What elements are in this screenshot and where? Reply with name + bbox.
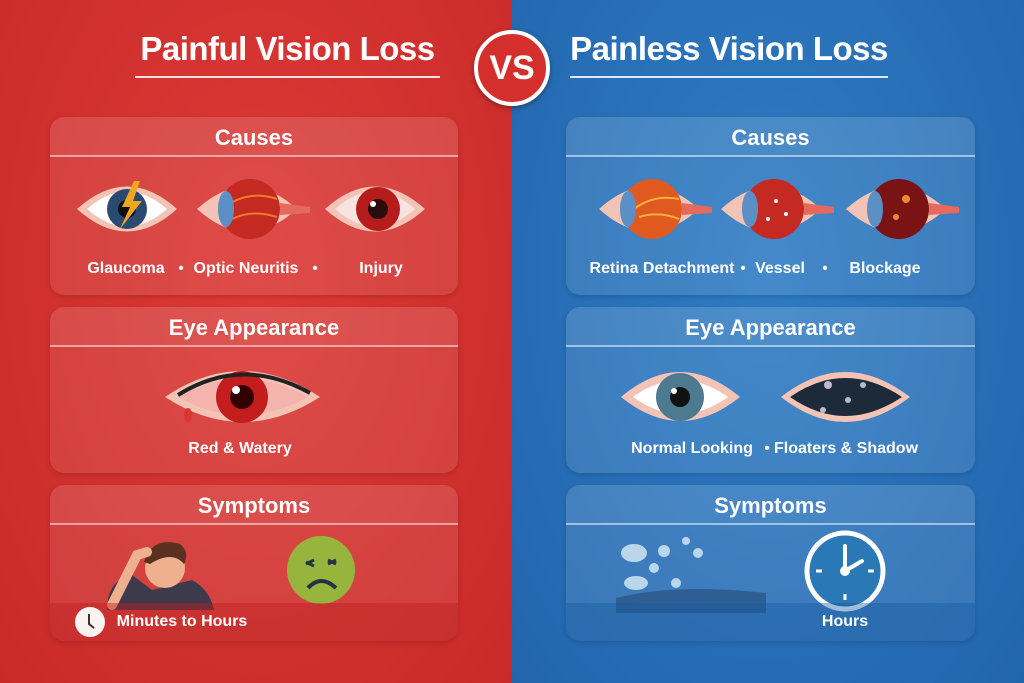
floaters-icon	[616, 537, 766, 613]
onset-bar: Hours	[566, 603, 975, 641]
appearance-label-red-watery: Red & Watery	[188, 440, 292, 457]
panel-heading: Eye Appearance	[566, 307, 975, 347]
onset-label: Hours	[821, 613, 869, 630]
separator: •	[764, 440, 770, 457]
cause-label-glaucoma: Glaucoma	[87, 260, 165, 277]
retina-detachment-eye-icon	[599, 179, 712, 239]
injury-eye-icon	[325, 186, 425, 232]
separator: •	[822, 260, 828, 277]
panel-heading: Symptoms	[566, 485, 975, 525]
onset-label: Minutes to Hours	[116, 613, 248, 630]
separator: •	[178, 260, 184, 277]
separator: •	[312, 260, 318, 277]
painful-symptoms-panel: Symptoms Minutes to Hours	[50, 485, 458, 641]
headache-person-icon	[107, 542, 214, 610]
painless-title: Painless Vision Loss	[570, 30, 888, 78]
clock-icon	[75, 607, 105, 637]
panel-heading: Symptoms	[50, 485, 458, 525]
cause-label-retina-detachment: Retina Detachment	[589, 260, 735, 277]
nauseated-face-icon	[287, 536, 355, 604]
cause-label-vessel: Vessel	[755, 260, 805, 277]
cause-label-injury: Injury	[359, 260, 403, 277]
glaucoma-eye-icon	[77, 181, 177, 232]
painless-appearance-panel: Eye Appearance Normal Looking • Floaters…	[566, 307, 975, 473]
appearance-label-floaters: Floaters & Shadow	[773, 440, 919, 457]
panel-heading: Eye Appearance	[50, 307, 458, 347]
cause-label-optic-neuritis: Optic Neuritis	[193, 260, 299, 277]
painless-causes-panel: Causes Retina Detachment • Vessel • Bloc…	[566, 117, 975, 295]
painful-title: Painful Vision Loss	[135, 30, 440, 78]
blockage-eye-icon	[846, 179, 959, 239]
painless-symptoms-panel: Symptoms Hours	[566, 485, 975, 641]
vs-badge: VS	[474, 30, 550, 106]
painless-side	[512, 0, 1024, 683]
painful-appearance-panel: Eye Appearance Red & Watery	[50, 307, 458, 473]
floaters-shadow-eye-icon	[781, 372, 910, 422]
separator: •	[740, 260, 746, 277]
cause-label-blockage: Blockage	[849, 260, 921, 277]
panel-heading: Causes	[50, 117, 458, 157]
painful-side	[0, 0, 512, 683]
clock-icon	[804, 530, 886, 612]
appearance-label-normal: Normal Looking	[631, 440, 753, 457]
red-watery-eye-icon	[165, 371, 320, 423]
optic-neuritis-eye-icon	[197, 179, 310, 239]
panel-heading: Causes	[566, 117, 975, 157]
normal-eye-icon	[621, 372, 740, 421]
painful-causes-panel: Causes Glaucoma • Optic Neuritis • Injur…	[50, 117, 458, 295]
onset-bar: Minutes to Hours	[50, 603, 458, 641]
vessel-eye-icon	[721, 179, 834, 239]
